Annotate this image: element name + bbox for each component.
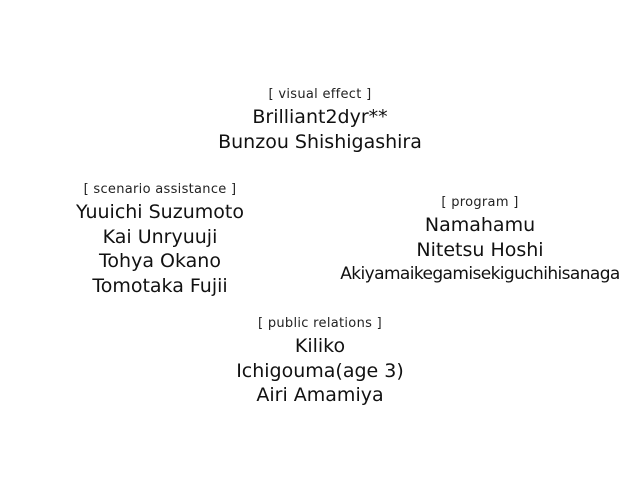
credit-name: Kiliko	[294, 335, 346, 357]
credit-group-public-relations: [ public relations ] Kiliko Ichigouma(ag…	[170, 316, 470, 408]
credit-name: Namahamu	[424, 214, 536, 236]
credit-name: Brilliant2dyr**	[252, 106, 388, 128]
credit-heading-program: [ program ]	[441, 195, 519, 210]
credit-group-program: [ program ] Namahamu Nitetsu Hoshi Akiya…	[325, 195, 635, 287]
credit-heading-visual-effect: [ visual effect ]	[268, 87, 372, 102]
credit-name: Yuuichi Suzumoto	[76, 201, 244, 223]
credit-name: Nitetsu Hoshi	[416, 238, 544, 261]
credit-group-scenario-assistance: [ scenario assistance ] Yuuichi Suzumoto…	[40, 182, 280, 298]
credit-name: Ichigouma(age 3)	[236, 359, 404, 382]
credit-name: Airi Amamiya	[256, 384, 384, 406]
credit-heading-scenario-assistance: [ scenario assistance ]	[83, 182, 237, 197]
credit-name: Tomotaka Fujii	[92, 274, 228, 297]
credit-heading-public-relations: [ public relations ]	[258, 316, 382, 331]
credit-name: Akiyamaikegamisekiguchihisanaga	[340, 264, 620, 284]
credit-name: Kai Unryuuji	[102, 225, 218, 248]
credit-name: Bunzou Shishigashira	[218, 130, 422, 153]
credit-name: Tohya Okano	[99, 250, 221, 272]
credit-group-visual-effect: [ visual effect ] Brilliant2dyr** Bunzou…	[170, 87, 470, 154]
